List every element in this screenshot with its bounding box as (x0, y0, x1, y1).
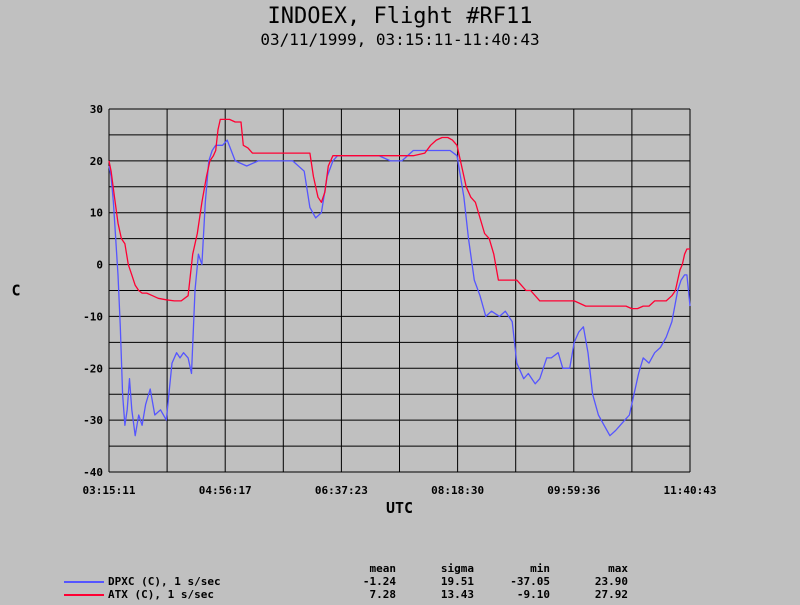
stats-table: mean sigma min max DPXC (C), 1 s/sec -1.… (0, 560, 800, 605)
stat-sigma-atx: 13.43 (440, 588, 474, 601)
y-tick-label: -10 (83, 310, 103, 323)
y-tick-label: 10 (90, 207, 103, 220)
legend-label-atx: ATX (C), 1 s/sec (108, 588, 214, 601)
y-tick-label: 0 (96, 259, 103, 272)
stats-row-atx: ATX (C), 1 s/sec 7.28 13.43 -9.10 27.92 (0, 588, 800, 601)
stat-max-dpxc: 23.90 (594, 575, 628, 588)
x-tick-label: 08:18:30 (431, 484, 484, 497)
stats-header-max: max (608, 562, 628, 575)
stat-min-dpxc: -37.05 (510, 575, 550, 588)
y-tick-label: -40 (83, 466, 103, 479)
stat-mean-atx: 7.28 (369, 588, 397, 601)
x-tick-label: 11:40:43 (664, 484, 717, 497)
legend-swatch-dpxc (64, 581, 104, 583)
stats-header-mean: mean (369, 562, 397, 575)
y-tick-label: 30 (90, 103, 103, 116)
stats-row-dpxc: DPXC (C), 1 s/sec -1.24 19.51 -37.05 23.… (0, 575, 800, 588)
x-tick-label: 04:56:17 (199, 484, 252, 497)
x-tick-label: 09:59:36 (547, 484, 600, 497)
x-tick-label: 06:37:23 (315, 484, 368, 497)
stat-min-atx: -9.10 (516, 588, 550, 601)
stat-sigma-dpxc: 19.51 (440, 575, 474, 588)
y-axis-label: C (11, 282, 20, 300)
legend-label-dpxc: DPXC (C), 1 s/sec (108, 575, 221, 588)
legend-swatch-atx (64, 594, 104, 596)
stats-header-sigma: sigma (440, 562, 474, 575)
x-axis-label: UTC (386, 499, 413, 517)
stats-header-min: min (530, 562, 550, 575)
y-tick-label: -30 (83, 414, 103, 427)
stat-mean-dpxc: -1.24 (362, 575, 396, 588)
y-tick-label: -20 (83, 362, 103, 375)
chart-subtitle: 03/11/1999, 03:15:11-11:40:43 (260, 30, 540, 49)
stat-max-atx: 27.92 (594, 588, 628, 601)
line-chart: 30 20 10 0 -10 -20 -30 -40 03:15:11 04:56:17 06:37… (11, 103, 717, 517)
chart-title: INDOEX, Flight #RF11 (267, 4, 533, 29)
series-line-1 (108, 118, 690, 310)
x-tick-label: 03:15:11 (83, 484, 136, 497)
y-tick-label: 20 (90, 155, 103, 168)
